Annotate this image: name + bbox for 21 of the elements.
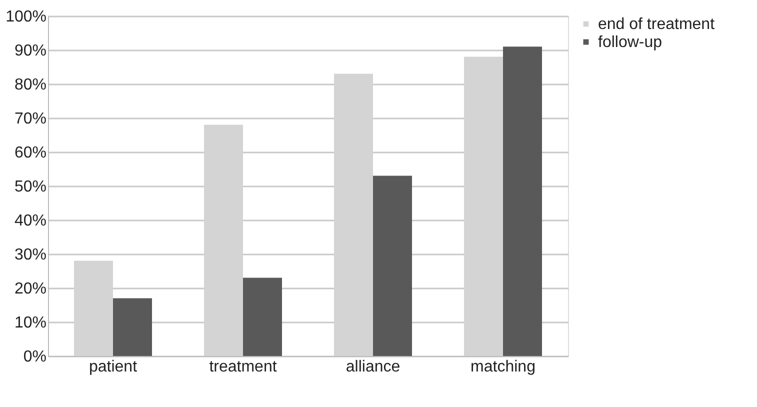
y-tick-label: 30% [14,246,46,264]
y-tick-label: 40% [14,212,46,230]
bar [113,298,152,356]
y-tick-label: 60% [14,144,46,162]
y-tick-label: 80% [14,76,46,94]
x-tick-label: alliance [346,358,400,376]
bar [243,278,282,356]
legend-label: follow-up [598,34,662,51]
y-tick-label: 50% [14,178,46,196]
y-tick-label: 20% [14,280,46,298]
bar [373,176,412,356]
y-tick-label: 70% [14,110,46,128]
y-tick-label: 0% [23,348,46,366]
bar [503,46,542,356]
y-tick-label: 90% [14,42,46,60]
legend-label: end of treatment [598,16,716,33]
x-tick-label: matching [470,358,536,376]
y-tick-label: 10% [14,314,46,332]
x-tick-label: treatment [209,358,278,376]
y-tick-label: 100% [6,8,46,26]
x-tick-label: patient [88,358,138,376]
